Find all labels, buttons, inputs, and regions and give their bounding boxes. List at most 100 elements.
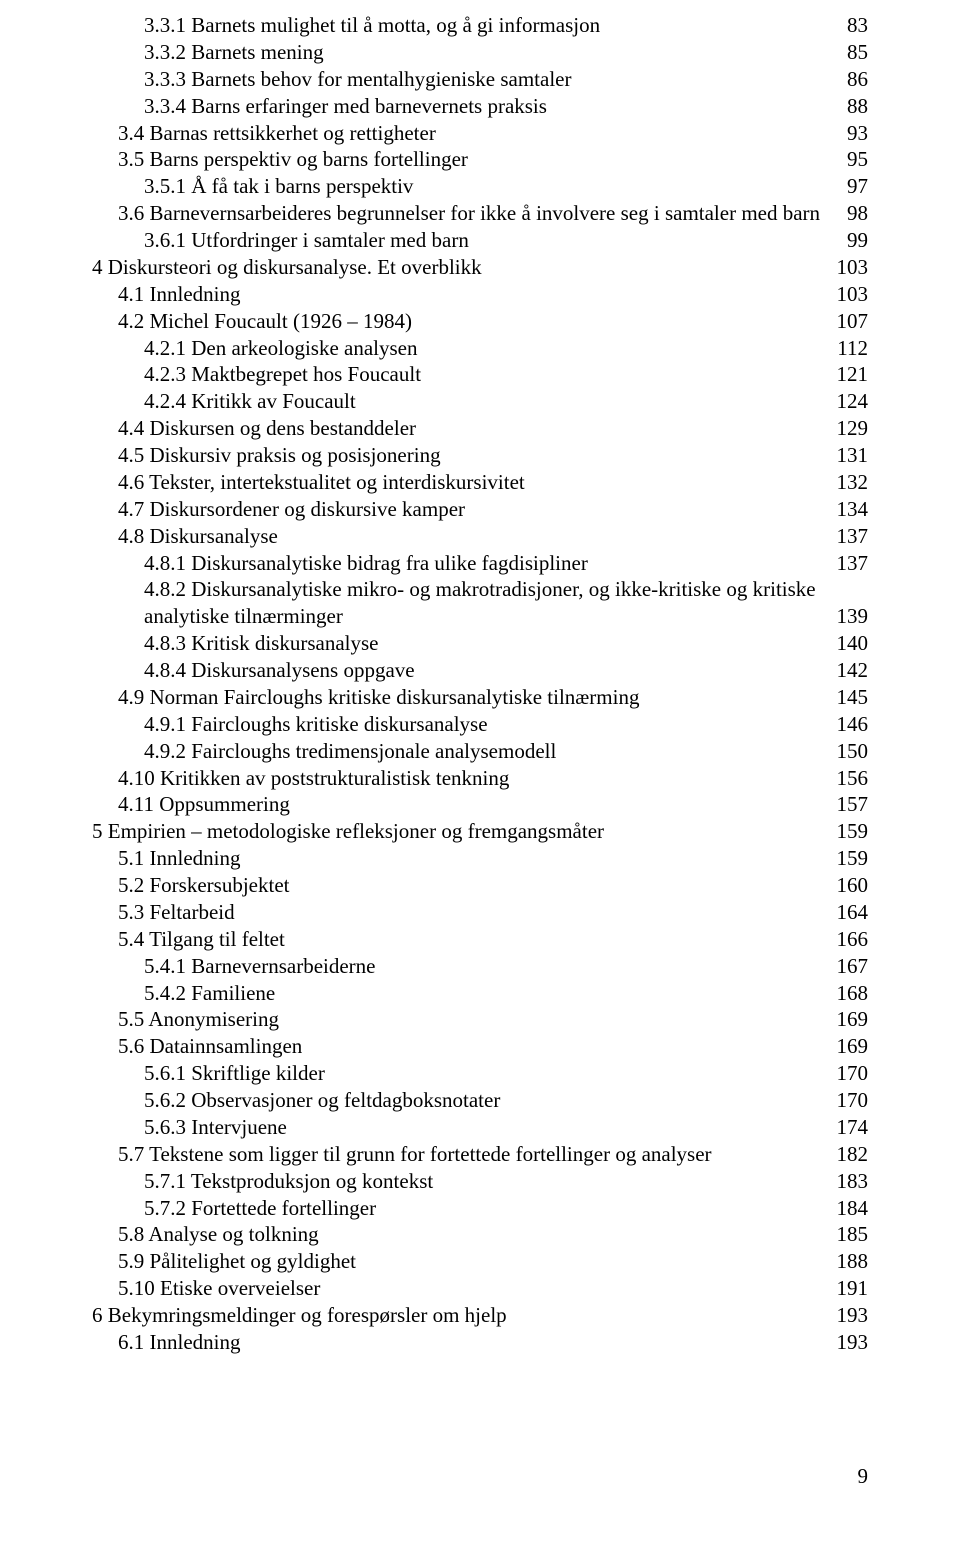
toc-entry-label: 4.8 Diskursanalyse bbox=[118, 523, 278, 550]
toc-entry-page: 174 bbox=[837, 1114, 869, 1141]
toc-entry-page: 103 bbox=[837, 281, 869, 308]
toc-entry-label: 4.9.2 Faircloughs tredimensjonale analys… bbox=[144, 738, 556, 765]
toc-entry-label: analytiske tilnærminger bbox=[144, 603, 343, 630]
toc-entry: 5.10 Etiske overveielser 191 bbox=[92, 1275, 868, 1302]
toc-entry: 6 Bekymringsmeldinger og forespørsler om… bbox=[92, 1302, 868, 1329]
toc-entry: 3.6 Barnevernsarbeideres begrunnelser fo… bbox=[92, 200, 868, 227]
toc-entry-label: 3.5.1 Å få tak i barns perspektiv bbox=[144, 173, 413, 200]
toc-entry: 3.6.1 Utfordringer i samtaler med barn 9… bbox=[92, 227, 868, 254]
toc-entry: 4.4 Diskursen og dens bestanddeler 129 bbox=[92, 415, 868, 442]
table-of-contents: 3.3.1 Barnets mulighet til å motta, og å… bbox=[92, 12, 868, 1356]
toc-entry-label: 5.8 Analyse og tolkning bbox=[118, 1221, 319, 1248]
toc-entry-label: 4.8.2 Diskursanalytiske mikro- og makrot… bbox=[144, 576, 816, 603]
toc-entry-label: 4.2 Michel Foucault (1926 – 1984) bbox=[118, 308, 412, 335]
toc-entry-label: 4.7 Diskursordener og diskursive kamper bbox=[118, 496, 465, 523]
toc-entry-page: 124 bbox=[837, 388, 869, 415]
toc-entry-page: 167 bbox=[837, 953, 869, 980]
toc-entry-page: 107 bbox=[837, 308, 869, 335]
toc-entry-label: 6 Bekymringsmeldinger og forespørsler om… bbox=[92, 1302, 507, 1329]
toc-entry-label: 5.7.1 Tekstproduksjon og kontekst bbox=[144, 1168, 433, 1195]
toc-entry-label: 3.3.1 Barnets mulighet til å motta, og å… bbox=[144, 12, 600, 39]
toc-entry-page: 88 bbox=[847, 93, 868, 120]
toc-entry-label: 4.10 Kritikken av poststrukturalistisk t… bbox=[118, 765, 509, 792]
toc-entry-label: 5.7 Tekstene som ligger til grunn for fo… bbox=[118, 1141, 712, 1168]
toc-entry: 4.2.3 Maktbegrepet hos Foucault 121 bbox=[92, 361, 868, 388]
toc-entry: 5.6.1 Skriftlige kilder 170 bbox=[92, 1060, 868, 1087]
toc-entry-continuation: analytiske tilnærminger 139 bbox=[92, 603, 868, 630]
toc-entry-page: 185 bbox=[837, 1221, 869, 1248]
toc-entry-label: 4.8.4 Diskursanalysens oppgave bbox=[144, 657, 415, 684]
toc-entry-page: 184 bbox=[837, 1195, 869, 1222]
toc-entry-label: 4.4 Diskursen og dens bestanddeler bbox=[118, 415, 416, 442]
toc-entry-page: 140 bbox=[837, 630, 869, 657]
toc-entry-label: 4.8.3 Kritisk diskursanalyse bbox=[144, 630, 378, 657]
toc-entry-page: 169 bbox=[837, 1006, 869, 1033]
toc-entry-label: 4.8.1 Diskursanalytiske bidrag fra ulike… bbox=[144, 550, 588, 577]
toc-entry-page: 170 bbox=[837, 1087, 869, 1114]
page: 3.3.1 Barnets mulighet til å motta, og å… bbox=[0, 0, 960, 1545]
toc-entry-label: 3.3.3 Barnets behov for mentalhygieniske… bbox=[144, 66, 571, 93]
toc-entry-page: 99 bbox=[847, 227, 868, 254]
toc-entry: 5.6.3 Intervjuene 174 bbox=[92, 1114, 868, 1141]
toc-entry-label: 5.6 Datainnsamlingen bbox=[118, 1033, 302, 1060]
toc-entry-page: 103 bbox=[837, 254, 869, 281]
toc-entry-label: 4.2.4 Kritikk av Foucault bbox=[144, 388, 356, 415]
toc-entry-page: 112 bbox=[837, 335, 868, 362]
toc-entry-page: 168 bbox=[837, 980, 869, 1007]
toc-entry: 6.1 Innledning 193 bbox=[92, 1329, 868, 1356]
toc-entry-page: 159 bbox=[837, 818, 869, 845]
toc-entry-page: 193 bbox=[837, 1329, 869, 1356]
toc-entry: 4.9 Norman Faircloughs kritiske diskursa… bbox=[92, 684, 868, 711]
toc-entry-page: 157 bbox=[837, 791, 869, 818]
toc-entry: 5.7.1 Tekstproduksjon og kontekst 183 bbox=[92, 1168, 868, 1195]
toc-entry-page: 85 bbox=[847, 39, 868, 66]
toc-entry-page: 83 bbox=[847, 12, 868, 39]
toc-entry-label: 5.9 Pålitelighet og gyldighet bbox=[118, 1248, 356, 1275]
toc-entry-label: 5.6.2 Observasjoner og feltdagboksnotate… bbox=[144, 1087, 500, 1114]
toc-entry-label: 3.6 Barnevernsarbeideres begrunnelser fo… bbox=[118, 200, 820, 227]
toc-entry: 4.8.4 Diskursanalysens oppgave 142 bbox=[92, 657, 868, 684]
toc-entry-page: 98 bbox=[847, 200, 868, 227]
toc-entry-label: 4.1 Innledning bbox=[118, 281, 240, 308]
toc-entry: 5.4 Tilgang til feltet 166 bbox=[92, 926, 868, 953]
toc-entry: 5.5 Anonymisering 169 bbox=[92, 1006, 868, 1033]
toc-entry-label: 5.6.3 Intervjuene bbox=[144, 1114, 287, 1141]
toc-entry-page: 137 bbox=[837, 523, 869, 550]
toc-entry: 4.7 Diskursordener og diskursive kamper … bbox=[92, 496, 868, 523]
toc-entry-page: 97 bbox=[847, 173, 868, 200]
toc-entry-page: 191 bbox=[837, 1275, 869, 1302]
toc-entry-page: 182 bbox=[837, 1141, 869, 1168]
toc-entry-page: 156 bbox=[837, 765, 869, 792]
toc-entry: 5.4.1 Barnevernsarbeiderne 167 bbox=[92, 953, 868, 980]
toc-entry: 4.1 Innledning 103 bbox=[92, 281, 868, 308]
toc-entry-page: 134 bbox=[837, 496, 869, 523]
toc-entry-label: 5.4.1 Barnevernsarbeiderne bbox=[144, 953, 375, 980]
toc-entry: 3.3.4 Barns erfaringer med barnevernets … bbox=[92, 93, 868, 120]
toc-entry: 5 Empirien – metodologiske refleksjoner … bbox=[92, 818, 868, 845]
toc-entry-label: 5.1 Innledning bbox=[118, 845, 240, 872]
toc-entry: 4.2.1 Den arkeologiske analysen 112 bbox=[92, 335, 868, 362]
toc-entry-label: 3.3.4 Barns erfaringer med barnevernets … bbox=[144, 93, 547, 120]
toc-entry-page: 164 bbox=[837, 899, 869, 926]
toc-entry: 3.3.3 Barnets behov for mentalhygieniske… bbox=[92, 66, 868, 93]
toc-entry: 5.6.2 Observasjoner og feltdagboksnotate… bbox=[92, 1087, 868, 1114]
toc-entry: 5.7 Tekstene som ligger til grunn for fo… bbox=[92, 1141, 868, 1168]
toc-entry-label: 5.4 Tilgang til feltet bbox=[118, 926, 285, 953]
toc-entry-page: 183 bbox=[837, 1168, 869, 1195]
toc-entry-label: 5.7.2 Fortettede fortellinger bbox=[144, 1195, 376, 1222]
toc-entry-label: 4.11 Oppsummering bbox=[118, 791, 290, 818]
toc-entry-page: 121 bbox=[837, 361, 869, 388]
toc-entry: 4.8.1 Diskursanalytiske bidrag fra ulike… bbox=[92, 550, 868, 577]
toc-entry: 4 Diskursteori og diskursanalyse. Et ove… bbox=[92, 254, 868, 281]
toc-entry-label: 5.5 Anonymisering bbox=[118, 1006, 279, 1033]
toc-entry-label: 3.4 Barnas rettsikkerhet og rettigheter bbox=[118, 120, 436, 147]
toc-entry-label: 5.10 Etiske overveielser bbox=[118, 1275, 320, 1302]
toc-entry-page: 131 bbox=[837, 442, 869, 469]
toc-entry: 3.4 Barnas rettsikkerhet og rettigheter … bbox=[92, 120, 868, 147]
toc-entry-label: 4.2.1 Den arkeologiske analysen bbox=[144, 335, 418, 362]
toc-entry: 5.2 Forskersubjektet 160 bbox=[92, 872, 868, 899]
toc-entry: 5.7.2 Fortettede fortellinger 184 bbox=[92, 1195, 868, 1222]
toc-entry: 4.2.4 Kritikk av Foucault 124 bbox=[92, 388, 868, 415]
toc-entry: 4.11 Oppsummering 157 bbox=[92, 791, 868, 818]
toc-entry-label: 5.2 Forskersubjektet bbox=[118, 872, 289, 899]
